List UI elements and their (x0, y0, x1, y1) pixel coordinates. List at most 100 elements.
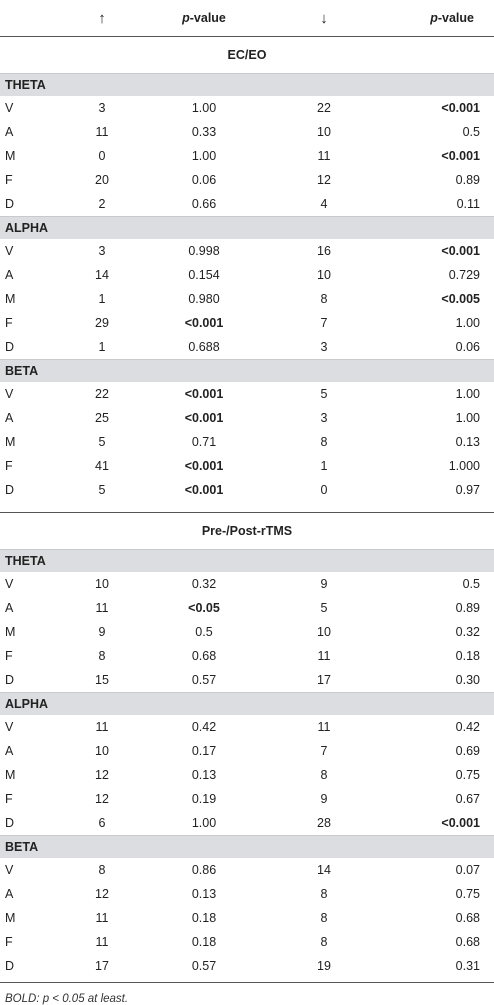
p-value-decrease: 0.5 (462, 125, 480, 139)
table-body: EC/EO THETA V 3 1.00 22 <0.001 A 11 0.33 10 0.5 M 0 1.… (0, 37, 494, 983)
p-value-increase: <0.001 (184, 411, 224, 425)
increase-count: 1 (98, 292, 106, 306)
table-row: D 2 0.66 4 0.11 (0, 192, 494, 216)
decrease-count: 17 (317, 673, 331, 687)
table-row: A 25 <0.001 3 1.00 (0, 406, 494, 430)
p-value-decrease: 0.31 (455, 959, 480, 973)
p-value-increase: 0.5 (195, 625, 213, 639)
p-value-increase: 0.18 (191, 935, 217, 949)
row-label: F (5, 459, 13, 473)
decrease-count: 28 (317, 816, 331, 830)
decrease-count: 10 (317, 268, 331, 282)
increase-count: 9 (98, 625, 106, 639)
p-value-increase: 0.57 (191, 673, 217, 687)
p-value-decrease: 1.00 (455, 387, 480, 401)
decrease-count: 7 (320, 316, 328, 330)
p-value-decrease: <0.001 (441, 816, 480, 830)
row-label: V (5, 577, 14, 591)
table-row: A 12 0.13 8 0.75 (0, 882, 494, 906)
section-title: EC/EO (227, 48, 267, 62)
table-row: M 9 0.5 10 0.32 (0, 620, 494, 644)
table-row: D 15 0.57 17 0.30 (0, 668, 494, 692)
p-value-decrease: 0.42 (455, 720, 480, 734)
p-value-decrease: 0.18 (455, 649, 480, 663)
p-value-increase: 0.18 (191, 911, 217, 925)
p-value-increase: 0.33 (191, 125, 217, 139)
increase-count: 11 (95, 601, 109, 615)
row-label: V (5, 101, 14, 115)
band-header: THETA (0, 549, 494, 572)
p-value-increase: 0.998 (188, 244, 220, 258)
table-row: V 11 0.42 11 0.42 (0, 715, 494, 739)
row-label: A (5, 125, 14, 139)
p-value-decrease: 0.69 (455, 744, 480, 758)
table-row: V 22 <0.001 5 1.00 (0, 382, 494, 406)
header-increase-arrow: ↑ (98, 9, 106, 27)
table-row: D 6 1.00 28 <0.001 (0, 811, 494, 835)
increase-count: 5 (98, 435, 106, 449)
table-row: M 12 0.13 8 0.75 (0, 763, 494, 787)
decrease-count: 8 (320, 292, 328, 306)
table-row: M 1 0.980 8 <0.005 (0, 287, 494, 311)
row-label: A (5, 411, 14, 425)
row-label: D (5, 483, 15, 497)
header-p-suffix: -value (437, 11, 474, 25)
row-label: M (5, 625, 16, 639)
p-value-increase: <0.001 (184, 387, 224, 401)
table-row: D 5 <0.001 0 0.97 (0, 478, 494, 502)
p-value-increase: 1.00 (191, 101, 217, 115)
increase-count: 15 (95, 673, 109, 687)
row-label: F (5, 792, 13, 806)
increase-count: 11 (95, 911, 109, 925)
decrease-count: 7 (320, 744, 328, 758)
decrease-count: 12 (317, 173, 331, 187)
row-label: A (5, 268, 14, 282)
increase-count: 41 (95, 459, 109, 473)
p-value-increase: 0.57 (191, 959, 217, 973)
row-label: A (5, 601, 14, 615)
p-value-decrease: 0.67 (455, 792, 480, 806)
table-row: F 41 <0.001 1 1.000 (0, 454, 494, 478)
increase-count: 11 (95, 720, 109, 734)
p-value-decrease: 0.68 (455, 911, 480, 925)
footnote: BOLD: p < 0.05 at least. (5, 993, 129, 1005)
decrease-count: 11 (317, 720, 331, 734)
table-row: A 11 <0.05 5 0.89 (0, 596, 494, 620)
p-value-increase: 0.68 (191, 649, 217, 663)
decrease-count: 8 (320, 911, 328, 925)
increase-count: 12 (95, 768, 109, 782)
row-label: D (5, 673, 15, 687)
increase-count: 1 (98, 340, 106, 354)
increase-count: 10 (95, 744, 109, 758)
p-value-increase: 0.154 (188, 268, 220, 282)
header-p-value-2: p-value (374, 11, 494, 25)
p-value-decrease: 0.11 (456, 197, 480, 211)
p-value-increase: 0.06 (191, 173, 217, 187)
increase-count: 20 (95, 173, 109, 187)
row-label: M (5, 292, 16, 306)
table-row: A 11 0.33 10 0.5 (0, 120, 494, 144)
increase-count: 12 (95, 792, 109, 806)
band-header: BETA (0, 359, 494, 382)
p-value-increase: 1.00 (191, 149, 217, 163)
p-value-decrease: 0.729 (448, 268, 480, 282)
decrease-count: 4 (320, 197, 328, 211)
p-value-increase: 0.17 (191, 744, 217, 758)
increase-count: 0 (98, 149, 106, 163)
table-row: F 20 0.06 12 0.89 (0, 168, 494, 192)
decrease-count: 8 (320, 887, 328, 901)
decrease-count: 5 (320, 387, 328, 401)
table-bottom-rule (0, 978, 494, 983)
row-label: F (5, 173, 13, 187)
p-value-increase: <0.05 (188, 601, 220, 615)
p-value-decrease: 0.97 (455, 483, 480, 497)
decrease-count: 14 (317, 863, 331, 877)
decrease-count: 1 (320, 459, 328, 473)
p-value-decrease: 0.07 (455, 863, 480, 877)
section-title: Pre-/Post-rTMS (201, 524, 293, 538)
p-value-decrease: <0.001 (441, 101, 480, 115)
header-decrease-arrow: ↓ (320, 9, 328, 27)
decrease-count: 3 (320, 411, 328, 425)
increase-count: 11 (95, 125, 109, 139)
